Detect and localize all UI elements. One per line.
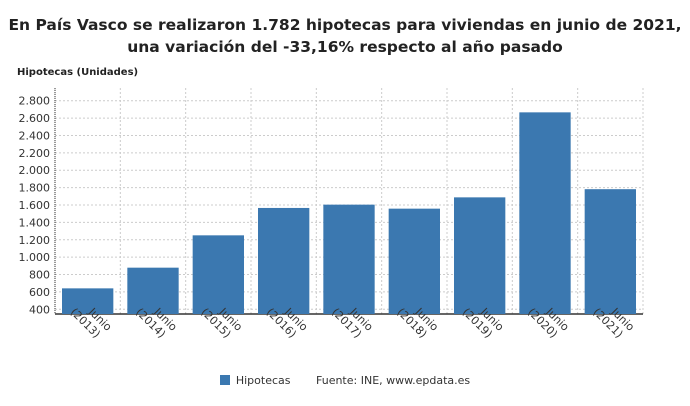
bar — [519, 112, 571, 314]
source-text: Fuente: INE, www.epdata.es — [316, 374, 471, 387]
y-tick-label: 1.200 — [19, 234, 51, 247]
bar — [192, 235, 244, 314]
bar — [323, 204, 375, 314]
y-tick-label: 1.000 — [19, 251, 51, 264]
y-tick-label: 2.600 — [19, 112, 51, 125]
y-tick-label: 2.400 — [19, 129, 51, 142]
y-tick-label: 600 — [29, 286, 50, 299]
bar — [258, 207, 310, 314]
y-tick-label: 1.800 — [19, 182, 51, 195]
bar — [388, 208, 440, 314]
y-tick-label: 2.000 — [19, 164, 51, 177]
y-tick-label: 800 — [29, 269, 50, 282]
y-tick-label: 2.800 — [19, 95, 51, 108]
bar-chart: 400 600 800 1.000 1.200 1.400 1.600 1.800 2.000 2… — [19, 88, 644, 341]
y-tick-label: 2.200 — [19, 147, 51, 160]
legend: Hipotecas Fuente: INE, www.epdata.es — [0, 374, 690, 387]
bar — [584, 189, 636, 314]
bar — [62, 288, 114, 314]
y-tick-label: 1.400 — [19, 216, 51, 229]
chart-title: En País Vasco se realizaron 1.782 hipote… — [8, 16, 682, 56]
legend-swatch — [219, 375, 230, 385]
bar — [454, 197, 506, 314]
y-tick-label: 400 — [29, 303, 50, 316]
y-tick-label: 1.600 — [19, 199, 51, 212]
y-axis-label: Hipotecas (Unidades) — [17, 67, 139, 78]
legend-label: Hipotecas — [235, 374, 291, 387]
bar — [127, 267, 179, 314]
